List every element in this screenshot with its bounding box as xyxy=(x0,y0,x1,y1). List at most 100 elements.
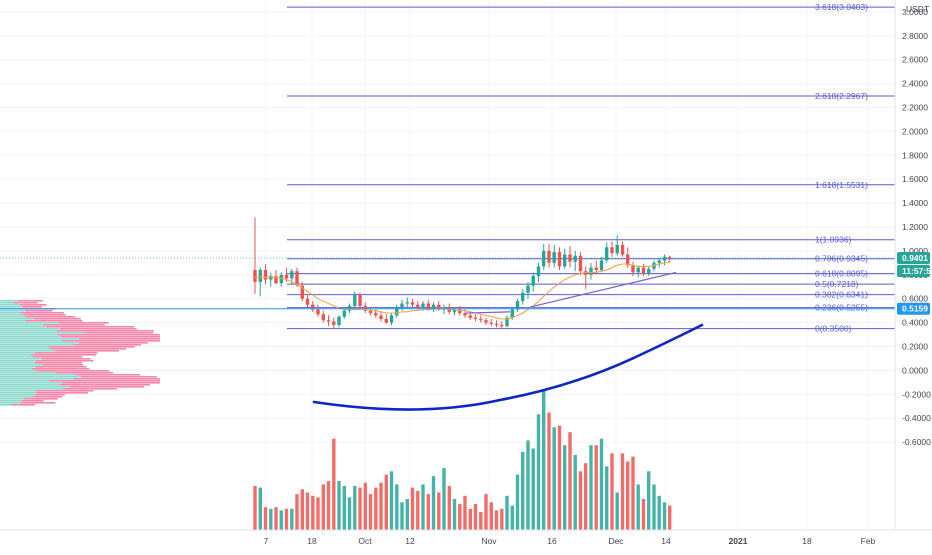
last-price-badge-bg xyxy=(897,252,930,265)
volume-bar xyxy=(395,484,399,530)
volume-bar xyxy=(363,482,367,530)
price-tick-label: 2.8000 xyxy=(902,31,928,41)
price-badges: 0.9401 11:57:55 0.5159 xyxy=(897,252,932,315)
cup-curve[interactable] xyxy=(312,323,704,411)
candle-body xyxy=(452,309,457,312)
candle-body xyxy=(494,323,499,325)
profile-bar-down xyxy=(32,368,90,370)
candle-body xyxy=(542,250,546,267)
profile-bar-up xyxy=(0,404,12,406)
volume-bar xyxy=(631,456,635,530)
profile-bar-down xyxy=(78,342,148,344)
volume-bar xyxy=(626,461,630,530)
volume-bar xyxy=(416,490,420,530)
volume-bar xyxy=(279,510,283,530)
profile-bar-down xyxy=(34,352,98,354)
volume-bar xyxy=(484,494,488,530)
price-axis[interactable]: USDT3.60003.40003.20003.00002.80002.6000… xyxy=(894,0,931,530)
volume-bar xyxy=(500,508,504,530)
profile-bar-up xyxy=(0,390,37,392)
candle-body xyxy=(253,270,257,282)
profile-bar-down xyxy=(20,312,64,314)
countdown-badge-bg xyxy=(897,265,930,278)
fib-level-label: 0.382(0.6341) xyxy=(815,290,868,300)
volume-bar xyxy=(458,503,462,530)
profile-bar-down xyxy=(55,350,119,352)
volume-bar xyxy=(311,495,315,530)
profile-bar-up xyxy=(0,324,43,326)
moving-average-line[interactable] xyxy=(255,261,670,320)
profile-bar-down xyxy=(57,334,160,336)
time-tick-label: 2021 xyxy=(729,536,748,546)
volume-bar xyxy=(263,507,268,530)
profile-bar-down xyxy=(31,354,97,356)
volume-bar xyxy=(400,502,404,530)
overlays[interactable] xyxy=(0,257,895,411)
trend-line[interactable] xyxy=(465,311,511,314)
volume-bar xyxy=(662,502,667,530)
volume-bar xyxy=(410,487,415,530)
trend-line[interactable] xyxy=(529,271,677,308)
profile-bar-up xyxy=(0,372,56,374)
time-tick-label: 14 xyxy=(661,536,671,546)
candle-body xyxy=(426,303,430,309)
volume-bar xyxy=(468,508,472,530)
profile-bar-up xyxy=(0,320,26,322)
candle-body xyxy=(531,276,535,286)
profile-bar-up xyxy=(0,370,37,372)
volume-bar xyxy=(258,487,262,530)
volume-bar xyxy=(437,492,441,530)
profile-bar-down xyxy=(34,362,83,364)
fibonacci-retracement[interactable]: 4.236(3.4999)3.618(3.0403)2.618(2.2967)1… xyxy=(287,0,895,334)
volume-bar xyxy=(668,505,672,530)
volume-bar xyxy=(589,445,593,530)
profile-bar-down xyxy=(25,320,83,322)
volume-bar xyxy=(374,487,378,530)
profile-bar-down xyxy=(83,332,154,334)
time-axis[interactable]: 7 18 Oct 12 Nov 16 Dec 14 2021 18 Feb xyxy=(0,529,932,546)
profile-bar-up xyxy=(0,300,19,302)
candle-body xyxy=(631,265,635,273)
candle-body xyxy=(594,267,598,270)
profile-bar-up xyxy=(0,334,58,336)
fib-level-label: 3.618(3.0403) xyxy=(815,2,868,12)
volume-bar xyxy=(405,499,409,530)
price-tick-label: 1.4000 xyxy=(902,198,928,208)
profile-bar-up xyxy=(0,318,35,320)
volume-bar xyxy=(542,389,546,530)
candle-body xyxy=(626,254,630,266)
candle-body xyxy=(620,244,625,255)
price-tick-label: 0.6000 xyxy=(902,294,928,304)
candle-body xyxy=(353,295,357,306)
candle-body xyxy=(647,268,651,274)
profile-bar-up xyxy=(0,316,26,318)
profile-bar-up xyxy=(0,378,74,380)
profile-bar-up xyxy=(0,392,37,394)
volume-profile xyxy=(0,300,161,406)
candle-body xyxy=(573,255,577,262)
volume-bar xyxy=(515,474,520,530)
profile-bar-up xyxy=(0,326,47,328)
candle-body xyxy=(500,325,504,327)
profile-bar-up xyxy=(0,360,36,362)
candle-body xyxy=(468,315,472,318)
profile-bar-down xyxy=(20,402,56,404)
currency-label: USDT xyxy=(906,4,929,14)
volume-bar xyxy=(563,445,567,530)
profile-bar-down xyxy=(59,328,137,330)
volume-bar xyxy=(342,486,346,530)
fib-level-label: 2.618(2.2967) xyxy=(815,91,868,101)
volume-bar xyxy=(379,482,383,530)
volume-bar xyxy=(573,455,577,530)
countdown-badge: 11:57:55 xyxy=(902,266,932,276)
volume-bar xyxy=(552,427,556,530)
profile-bar-down xyxy=(59,384,150,386)
volume-bar xyxy=(526,440,530,530)
volume-bar xyxy=(578,471,583,530)
candle-body xyxy=(515,301,520,310)
profile-bar-down xyxy=(32,396,63,398)
candle-body xyxy=(584,271,588,275)
profile-bar-down xyxy=(34,318,81,320)
candle-body xyxy=(263,270,268,280)
